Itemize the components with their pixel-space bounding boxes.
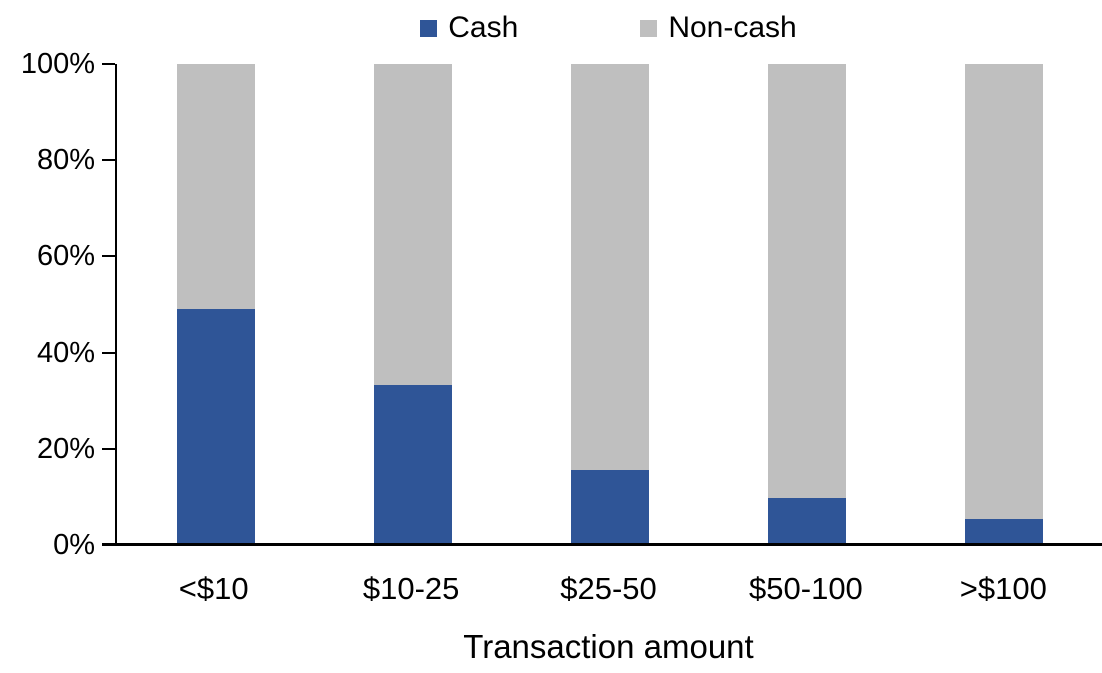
y-axis-tick: [102, 159, 115, 162]
bar-segment-cash: [964, 519, 1043, 545]
bar-group: [314, 64, 511, 545]
legend-label-cash: Cash: [448, 11, 519, 44]
stacked-bar: [373, 64, 452, 545]
chart-legend: Cash Non-cash: [115, 8, 1102, 48]
x-axis-category-label: >$100: [959, 571, 1047, 606]
bar-segment-non-cash: [767, 64, 846, 499]
x-axis-category-label: $25-50: [560, 571, 657, 606]
x-axis-title: Transaction amount: [463, 628, 754, 665]
bar-group: [708, 64, 905, 545]
legend-swatch-non-cash-icon: [640, 19, 658, 37]
bar-segment-cash: [176, 309, 255, 545]
plot-area: 0% 20% 40% 60% 80% 100%: [21, 49, 1102, 560]
legend-label-non-cash: Non-cash: [668, 11, 797, 44]
x-axis-category-label: $50-100: [749, 571, 863, 606]
stacked-bar: [176, 64, 255, 545]
y-axis-tick-label: 40%: [36, 336, 95, 369]
bar-segment-non-cash: [373, 64, 452, 385]
y-axis-tick-label: 0%: [53, 529, 95, 561]
stacked-bar: [570, 64, 649, 545]
bar-segment-cash: [373, 384, 452, 545]
legend-item-non-cash: Non-cash: [640, 8, 797, 48]
legend-item-cash: Cash: [420, 8, 518, 48]
y-axis-tick: [102, 63, 115, 65]
bar-segment-non-cash: [964, 64, 1043, 520]
y-axis-tick-label: 100%: [20, 48, 95, 80]
x-axis-category-label: <$10: [178, 571, 249, 606]
bar-segment-non-cash: [570, 64, 649, 470]
bar-group: [511, 64, 708, 545]
y-axis-tick: [102, 351, 115, 354]
bar-segment-cash: [767, 498, 846, 545]
bar-group: [117, 64, 314, 545]
y-axis-tick: [102, 255, 115, 258]
stacked-bar: [964, 64, 1043, 545]
legend-swatch-cash-icon: [420, 19, 438, 37]
x-axis-labels-row: <$10 $10-25 $25-50 $50-100 >$100: [115, 573, 1102, 605]
x-axis-line: [102, 543, 1102, 546]
bar-segment-cash: [570, 469, 649, 545]
bars-container: [117, 64, 1102, 545]
y-axis-tick-label: 20%: [36, 432, 95, 465]
bar-group: [905, 64, 1102, 545]
stacked-bar: [767, 64, 846, 545]
y-axis-tick-label: 80%: [36, 144, 95, 177]
y-axis-tick-label: 60%: [36, 240, 95, 273]
x-axis-category-label: $10-25: [362, 571, 460, 606]
y-axis-tick: [102, 447, 115, 450]
bar-segment-non-cash: [176, 64, 255, 310]
